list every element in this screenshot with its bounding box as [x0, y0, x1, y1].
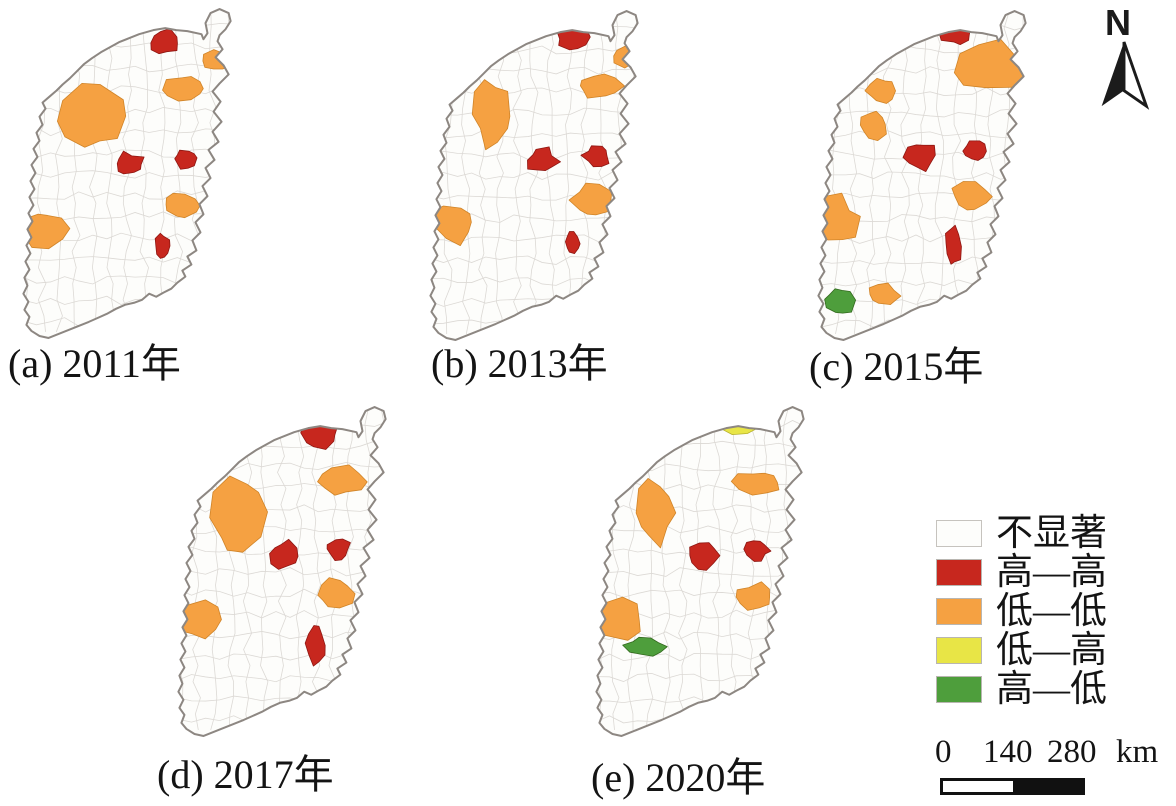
legend-label-high-high: 高—高 [996, 552, 1107, 593]
cluster-patch-hl [824, 288, 857, 314]
north-arrow-right-half [1122, 41, 1150, 110]
cluster-patch-ll [471, 79, 511, 151]
legend-swatch-high-high [936, 559, 982, 586]
north-arrow-left-half [1101, 41, 1124, 107]
legend-row-low-high: 低—高 [936, 631, 1107, 670]
cluster-patch-hh [743, 540, 772, 562]
cluster-patch-ll [165, 192, 201, 219]
province-outline [817, 10, 1027, 341]
legend-row-low-low: 低—低 [936, 592, 1107, 631]
north-label: N [1105, 2, 1131, 43]
cluster-patch-ll [209, 475, 268, 553]
cluster-patch-hh [527, 146, 561, 171]
legend-row-high-low: 高—低 [936, 670, 1107, 709]
cluster-patch-ll [868, 282, 902, 305]
legend-label-high-low: 高—低 [996, 669, 1107, 710]
cluster-patch-hh [689, 542, 721, 571]
province-outline [595, 406, 805, 737]
cluster-patch-hh [565, 231, 581, 255]
scale-bar-labels: 0 140 280 km [930, 734, 1176, 772]
map-2013 [429, 10, 639, 341]
cluster-patch-ll [730, 472, 780, 496]
cluster-patch-ll [317, 577, 356, 609]
map-2011 [22, 8, 232, 339]
legend: 不显著 高—高 低—低 低—高 高—低 [936, 514, 1107, 709]
legend-label-low-low: 低—低 [996, 591, 1107, 632]
scale-bar-black-segment [1012, 781, 1082, 792]
cluster-patch-hh [945, 224, 962, 265]
cluster-patch-hh [962, 140, 987, 161]
map-2020 [595, 406, 805, 737]
cluster-patch-ll [317, 464, 368, 496]
cluster-patch-ll [635, 478, 677, 549]
cluster-patch-hh [174, 149, 198, 170]
map-caption-2020: (e) 2020年 [591, 755, 766, 800]
map-2017 [177, 406, 387, 737]
cluster-patches [178, 419, 368, 667]
cluster-patch-hh [304, 625, 326, 667]
cluster-patch-ll [596, 596, 641, 641]
province-outline [177, 406, 387, 737]
scale-bar-white-segment [943, 781, 1013, 792]
map-caption-2015: (c) 2015年 [809, 344, 984, 389]
cluster-patch-hh [150, 28, 178, 55]
cluster-patches [23, 28, 231, 259]
province-fill [178, 407, 386, 736]
scale-tick-140: 140 [983, 734, 1033, 770]
legend-row-high-high: 高—高 [936, 553, 1107, 592]
map-caption-2017: (d) 2017年 [157, 752, 334, 797]
legend-row-not-significant: 不显著 [936, 514, 1107, 553]
cluster-patch-hh [580, 145, 610, 168]
map-caption-2011: (a) 2011年 [8, 341, 181, 386]
north-arrow-icon [1101, 41, 1150, 110]
cluster-patch-hh [902, 144, 936, 172]
cluster-patch-ll [735, 581, 771, 611]
cluster-patch-ll [430, 205, 472, 247]
cluster-patch-ll [162, 76, 204, 102]
cluster-patch-ll [579, 73, 625, 99]
cluster-patches [596, 415, 780, 657]
legend-swatch-low-high [936, 637, 982, 664]
cluster-patch-ll [953, 38, 1026, 89]
legend-swatch-low-low [936, 598, 982, 625]
legend-label-not-significant: 不显著 [996, 513, 1107, 554]
legend-swatch-high-low [936, 676, 982, 703]
scale-bar [940, 778, 1085, 795]
cluster-patch-ll [178, 599, 222, 640]
scale-tick-280: 280 [1047, 734, 1097, 770]
cluster-patch-ll [568, 182, 613, 216]
map-caption-2013: (b) 2013年 [431, 341, 608, 386]
cluster-patch-hh [154, 232, 171, 259]
cluster-patch-hl [622, 636, 668, 657]
map-2015 [817, 10, 1027, 341]
scale-unit: km [1116, 734, 1159, 770]
province-outline [22, 8, 232, 339]
cluster-patch-ll [57, 82, 127, 148]
cluster-patch-hh [116, 150, 145, 175]
legend-swatch-not-significant [936, 520, 982, 547]
cluster-patch-hh [326, 538, 351, 562]
scale-tick-0: 0 [935, 734, 952, 770]
cluster-patch-ll [864, 77, 896, 104]
cluster-patch-ll [951, 181, 993, 211]
cluster-patch-ll [859, 110, 887, 142]
legend-label-low-high: 低—高 [996, 630, 1107, 671]
cluster-patch-hh [269, 538, 299, 570]
province-outline [429, 10, 639, 341]
